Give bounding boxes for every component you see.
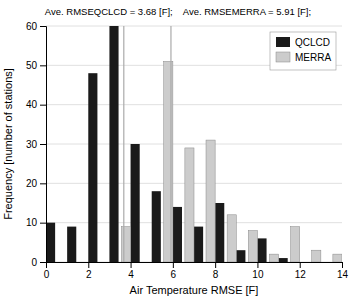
tick-mark [40, 65, 46, 66]
tick: 30 [26, 139, 46, 150]
bar [109, 26, 118, 262]
tick-label: 40 [26, 99, 38, 110]
legend-swatch [276, 37, 290, 47]
tick: 14 [337, 262, 349, 280]
bar-series [46, 26, 288, 262]
bar [206, 140, 215, 262]
tick-mark [173, 262, 174, 268]
tick-label: 8 [213, 269, 219, 280]
tick-mark [300, 262, 301, 268]
tick-mark [257, 262, 258, 268]
bar [279, 258, 288, 262]
plot: 0 2 4 6 8 10 12 14 0 10 20 30 40 50 60 QCLCD MERRA [26, 21, 349, 280]
tick-mark [40, 105, 46, 106]
tick: 4 [128, 262, 134, 280]
tick: 40 [26, 99, 46, 110]
bar [269, 254, 278, 262]
tick: 10 [26, 217, 46, 228]
tick: 0 [31, 257, 46, 268]
tick-label: 6 [171, 269, 177, 280]
axis-line [40, 27, 47, 263]
bar [291, 227, 300, 262]
bar [257, 238, 266, 262]
legend-swatch [276, 52, 290, 62]
tick-mark [40, 262, 46, 263]
bar [227, 215, 236, 262]
bar [152, 191, 161, 262]
tick-mark [40, 183, 46, 184]
marks [46, 26, 342, 262]
tick-label: 4 [128, 269, 134, 280]
bar [312, 250, 321, 262]
tick: 0 [44, 262, 50, 280]
tick-mark [88, 262, 89, 268]
tick: 6 [171, 262, 177, 280]
bar [88, 73, 97, 262]
bar [173, 207, 182, 262]
tick-mark [342, 262, 343, 268]
axis-line [47, 263, 343, 269]
x-axis: 0 2 4 6 8 10 12 14 [44, 262, 349, 280]
bar [185, 148, 194, 262]
legend-item: MERRA [276, 52, 331, 63]
legend-frame [270, 32, 336, 70]
legend-label: QCLCD [295, 37, 330, 48]
tick: 2 [86, 262, 92, 280]
bar [194, 227, 203, 262]
grid-line [46, 26, 342, 27]
tick-label: 2 [86, 269, 92, 280]
tick-mark [40, 223, 46, 224]
title: Ave. RMSEQCLCD = 3.68 [F]; Ave. RMSEMERR… [45, 6, 311, 17]
mean-lines [124, 26, 171, 262]
legend: QCLCD MERRA [270, 32, 336, 70]
tick-label: 20 [26, 178, 38, 189]
mean-line [123, 26, 124, 262]
bar [131, 144, 140, 262]
bar [67, 227, 76, 262]
tick-label: 10 [26, 217, 38, 228]
tick-label: 0 [31, 257, 37, 268]
bar [248, 231, 257, 262]
tick: 10 [252, 262, 264, 280]
tick-label: 10 [252, 269, 264, 280]
bar [215, 203, 224, 262]
bar-series [121, 61, 342, 262]
y-axis-title: Frequency [number of stations] [2, 68, 14, 220]
tick: 60 [26, 21, 46, 32]
tick-label: 30 [26, 139, 38, 150]
y-grid [46, 26, 342, 262]
legend-item: QCLCD [276, 37, 330, 48]
bar [333, 254, 342, 262]
mean-line [170, 26, 171, 262]
y-axis: 0 10 20 30 40 50 60 [26, 21, 47, 268]
tick-mark [131, 262, 132, 268]
bar [236, 250, 245, 262]
tick-mark [215, 262, 216, 268]
x-axis-title: Air Temperature RMSE [F] [130, 284, 259, 296]
tick-label: 12 [295, 269, 307, 280]
chart: 0 2 4 6 8 10 12 14 0 10 20 30 40 50 60 QCLCD MERRA Air Te… [0, 0, 356, 300]
legend-label: MERRA [295, 52, 331, 63]
tick: 50 [26, 60, 46, 71]
tick: 12 [295, 262, 307, 280]
tick-label: 14 [337, 269, 349, 280]
bar [121, 227, 130, 262]
tick-label: 50 [26, 60, 38, 71]
tick: 8 [213, 262, 219, 280]
tick-mark [40, 26, 46, 27]
tick-label: 60 [26, 21, 38, 32]
tick-mark [40, 144, 46, 145]
tick-label: 0 [44, 269, 50, 280]
bar [46, 223, 55, 262]
tick: 20 [26, 178, 46, 189]
